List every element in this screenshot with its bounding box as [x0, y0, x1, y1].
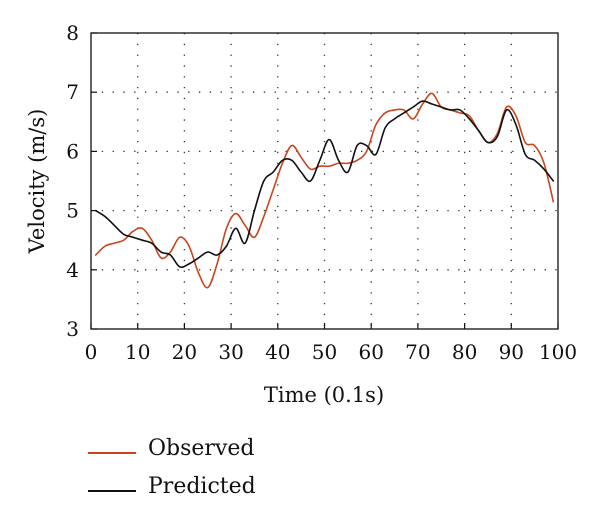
axis-ticks: 0 10 20 30 40 50 60 70 80 90 100 3 4 5 6 7 8 [66, 21, 577, 364]
grid-lines [91, 33, 558, 329]
x-tick-label-10: 10 [125, 340, 150, 364]
legend-label-predicted: Predicted [148, 474, 256, 499]
x-tick-label-90: 90 [499, 340, 524, 364]
x-tick-label-60: 60 [358, 340, 383, 364]
y-tick-label-5: 5 [66, 199, 79, 223]
legend-label-observed: Observed [148, 436, 255, 461]
y-tick-label-3: 3 [66, 317, 79, 341]
x-axis-title: Time (0.1s) [264, 383, 384, 407]
y-tick-label-6: 6 [66, 139, 79, 163]
y-tick-label-7: 7 [66, 80, 79, 104]
x-tick-label-30: 30 [218, 340, 243, 364]
y-tick-label-4: 4 [66, 258, 79, 282]
y-axis-title: Velocity (m/s) [25, 109, 49, 255]
x-tick-label-80: 80 [452, 340, 477, 364]
series-line-observed [94, 92, 555, 289]
series-line-predicted [94, 100, 555, 269]
y-tick-label-8: 8 [66, 21, 79, 45]
legend-swatch-observed [88, 452, 136, 454]
legend-swatch-predicted [88, 490, 136, 492]
x-tick-label-40: 40 [265, 340, 290, 364]
x-tick-label-50: 50 [312, 340, 337, 364]
x-tick-label-100: 100 [539, 340, 577, 364]
x-tick-label-0: 0 [85, 340, 98, 364]
x-tick-label-20: 20 [172, 340, 197, 364]
x-tick-label-70: 70 [405, 340, 430, 364]
series-layer [94, 92, 555, 289]
